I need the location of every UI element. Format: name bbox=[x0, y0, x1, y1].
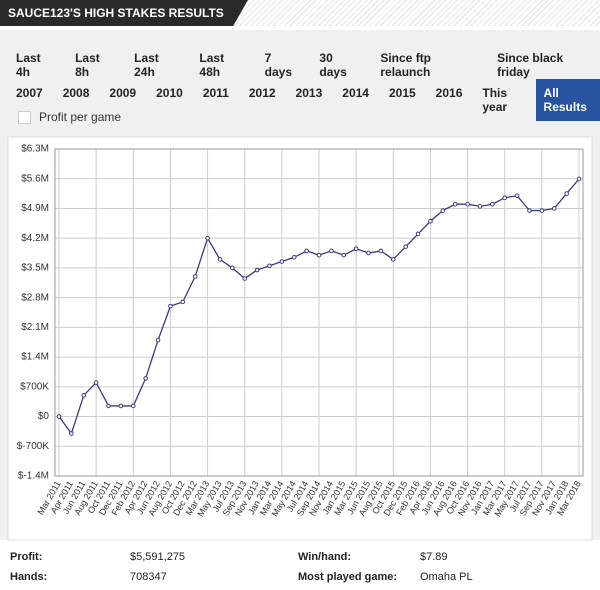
data-point bbox=[267, 263, 272, 269]
header: SAUCE123'S HIGH STAKES RESULTS bbox=[0, 0, 600, 26]
data-point bbox=[316, 252, 322, 258]
data-point bbox=[576, 176, 582, 182]
filter-button[interactable]: 2014 bbox=[342, 86, 369, 100]
data-point bbox=[490, 201, 495, 207]
filter-button[interactable]: All Results bbox=[535, 79, 600, 121]
y-tick-label: $-1.4M bbox=[18, 471, 49, 482]
data-point bbox=[279, 259, 285, 264]
stat-value: Omaha PL bbox=[420, 571, 473, 583]
filter-button[interactable]: 2010 bbox=[156, 86, 183, 100]
filter-button[interactable]: 2015 bbox=[388, 86, 416, 100]
checkbox[interactable]: Profit per game bbox=[18, 110, 121, 124]
data-point bbox=[130, 403, 136, 409]
filter-button[interactable]: Last 4h bbox=[16, 51, 41, 79]
data-point bbox=[366, 250, 371, 256]
stats: Profit: $5,591,275 Win/hand: $7.89 Hands: 708… bbox=[10, 547, 590, 587]
y-tick-label: $5.6M bbox=[21, 173, 49, 184]
data-point bbox=[527, 208, 532, 213]
filter-row: Last 4h Last 8h Last 24h Last 48h 7 days 30 d… bbox=[8, 44, 600, 86]
data-point bbox=[551, 206, 557, 211]
filter-button[interactable]: Last 48h bbox=[199, 51, 225, 79]
data-point bbox=[93, 380, 99, 385]
y-tick-label: $6.3M bbox=[21, 144, 49, 155]
checkbox-label: Profit per game bbox=[39, 110, 122, 124]
data-point bbox=[291, 254, 297, 260]
stat-label: Win/hand: bbox=[298, 551, 352, 563]
filter-button[interactable]: 7 days bbox=[264, 51, 293, 79]
data-point bbox=[452, 201, 458, 207]
y-tick-label: $-700K bbox=[17, 441, 50, 452]
data-point bbox=[415, 231, 421, 237]
data-point bbox=[217, 257, 223, 262]
data-point bbox=[390, 257, 396, 262]
data-point bbox=[81, 393, 87, 398]
data-point bbox=[168, 303, 173, 309]
filter-button[interactable]: Last 8h bbox=[75, 51, 100, 79]
filter-button[interactable]: Since ftp relaunch bbox=[380, 51, 432, 79]
y-tick-label: $2.8M bbox=[21, 292, 49, 303]
data-point bbox=[118, 403, 124, 409]
filter-button[interactable]: 30 days bbox=[319, 51, 347, 79]
y-tick-label: $0 bbox=[38, 411, 50, 422]
stat-value: 708347 bbox=[130, 571, 167, 583]
data-point bbox=[564, 191, 569, 196]
y-tick-label: $4.9M bbox=[21, 203, 49, 214]
data-point bbox=[230, 265, 235, 271]
data-point bbox=[428, 218, 433, 224]
data-point bbox=[254, 267, 260, 273]
filter-button[interactable]: 2007 bbox=[16, 86, 43, 100]
data-point bbox=[539, 208, 545, 213]
filter-button[interactable]: 2011 bbox=[202, 86, 229, 100]
filter-button[interactable]: 2013 bbox=[295, 86, 323, 100]
data-point bbox=[477, 204, 483, 209]
data-point bbox=[242, 276, 248, 281]
data-point bbox=[304, 248, 309, 254]
plot-border bbox=[54, 148, 584, 477]
filter-button[interactable]: This year bbox=[482, 86, 508, 114]
y-tick-label: $2.1M bbox=[21, 322, 49, 333]
data-point bbox=[329, 248, 334, 254]
stats-row: Hands: 708347 Most played game: Omaha PL bbox=[10, 567, 590, 587]
chart-background bbox=[7, 136, 593, 541]
data-point bbox=[353, 246, 359, 252]
data-point bbox=[56, 414, 62, 419]
stat-value: $5,591,275 bbox=[130, 551, 186, 563]
y-tick-label: $700K bbox=[20, 381, 49, 392]
filter-button[interactable]: 2008 bbox=[62, 86, 90, 100]
filter-button[interactable]: Since black friday bbox=[497, 51, 564, 79]
filter-row: 2007 2008 2009 2010 2011 2012 2013 2014 2015 2016… bbox=[8, 79, 600, 121]
chart: $-1.4M $-700K $0 $700K $1.4M $2.1M $2.8M $3.5M $… bbox=[7, 136, 593, 541]
data-point bbox=[143, 376, 148, 381]
y-tick-label: $4.2M bbox=[21, 233, 49, 244]
filter-button[interactable]: 2016 bbox=[435, 86, 463, 100]
data-point bbox=[205, 235, 210, 241]
data-point bbox=[106, 403, 111, 409]
data-point bbox=[403, 244, 408, 249]
filter-button[interactable]: 2009 bbox=[109, 86, 137, 100]
data-point bbox=[180, 299, 186, 305]
data-point bbox=[192, 274, 198, 279]
header-title: SAUCE123'S HIGH STAKES RESULTS bbox=[0, 0, 248, 26]
stats-row: Profit: $5,591,275 Win/hand: $7.89 bbox=[10, 547, 590, 567]
filter-button[interactable]: Last 24h bbox=[134, 51, 159, 79]
checkbox-box[interactable] bbox=[18, 110, 31, 124]
filter-button[interactable]: 2012 bbox=[248, 86, 276, 100]
data-point bbox=[514, 193, 520, 199]
stat-label: Hands: bbox=[10, 571, 48, 583]
stat-label: Profit: bbox=[10, 551, 43, 563]
y-tick-label: $3.5M bbox=[21, 263, 49, 274]
data-point bbox=[69, 431, 74, 436]
stat-label: Most played game: bbox=[298, 571, 398, 583]
data-point bbox=[440, 208, 446, 213]
data-point bbox=[378, 248, 384, 254]
data-point bbox=[155, 337, 161, 343]
y-tick-label: $1.4M bbox=[21, 352, 49, 363]
stat-value: $7.89 bbox=[420, 551, 448, 563]
data-point bbox=[502, 195, 508, 201]
data-point bbox=[465, 201, 470, 207]
data-point bbox=[341, 252, 347, 258]
